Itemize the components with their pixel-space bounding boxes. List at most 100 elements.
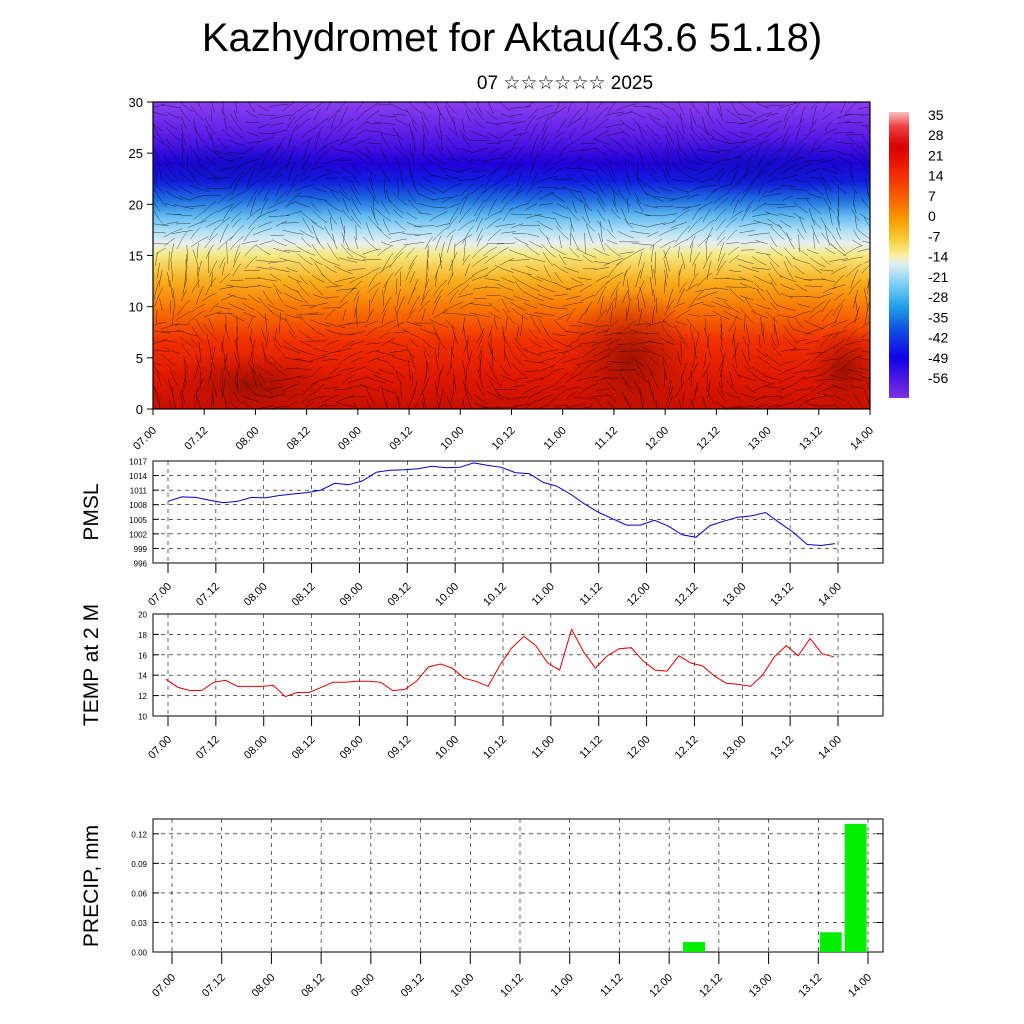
streamline xyxy=(665,125,674,144)
streamline xyxy=(410,271,416,283)
streamline xyxy=(704,327,710,342)
streamline xyxy=(536,394,553,402)
streamline xyxy=(195,353,201,370)
colorbar-label: 21 xyxy=(928,147,944,163)
y-tick-label: 15 xyxy=(129,249,143,264)
y-tick-label: 25 xyxy=(129,146,143,161)
streamline xyxy=(437,108,446,121)
streamline xyxy=(192,249,199,270)
streamline xyxy=(322,139,339,148)
streamline xyxy=(159,298,163,311)
streamline xyxy=(727,181,742,193)
streamline xyxy=(219,165,235,172)
streamline xyxy=(180,380,188,396)
streamline xyxy=(212,346,216,360)
streamline xyxy=(488,325,493,338)
streamline xyxy=(197,260,202,277)
streamline xyxy=(605,381,617,392)
streamline xyxy=(739,222,761,227)
streamline xyxy=(619,251,634,255)
streamline xyxy=(743,365,756,376)
streamline xyxy=(396,132,404,151)
streamline xyxy=(167,272,170,288)
streamline xyxy=(243,269,261,271)
streamline xyxy=(350,350,364,357)
streamline xyxy=(595,388,609,392)
streamline xyxy=(179,102,194,113)
streamline xyxy=(219,257,226,269)
streamline xyxy=(740,307,755,324)
streamline xyxy=(853,289,859,309)
streamline xyxy=(780,175,798,180)
streamline xyxy=(660,348,672,359)
y-tick-label: 10 xyxy=(138,713,147,722)
streamline xyxy=(794,329,813,335)
streamline xyxy=(819,173,831,188)
streamline xyxy=(366,110,380,121)
streamline xyxy=(270,393,286,398)
streamline xyxy=(191,279,201,294)
streamline xyxy=(791,102,801,114)
streamline xyxy=(432,295,441,316)
streamline xyxy=(819,180,834,193)
streamline xyxy=(700,133,716,150)
streamline xyxy=(235,102,238,113)
streamline xyxy=(805,395,827,402)
x-tick-label: 08.12 xyxy=(290,581,318,609)
streamline xyxy=(364,320,378,327)
streamline xyxy=(597,209,606,222)
streamline xyxy=(553,178,572,181)
streamline xyxy=(355,152,369,165)
streamline xyxy=(741,349,751,370)
streamline xyxy=(726,165,741,177)
streamline xyxy=(836,155,852,164)
streamline xyxy=(370,205,379,226)
x-tick-label: 10.12 xyxy=(481,734,509,762)
streamline xyxy=(809,301,825,314)
streamline xyxy=(698,148,721,153)
streamline xyxy=(754,283,765,292)
streamline xyxy=(726,229,738,241)
streamline xyxy=(326,102,332,111)
streamline xyxy=(500,277,515,284)
streamline xyxy=(230,201,243,212)
streamline xyxy=(633,171,647,187)
streamline xyxy=(324,322,346,329)
streamline xyxy=(258,383,273,394)
streamline xyxy=(242,162,259,178)
streamline xyxy=(687,194,700,199)
streamline xyxy=(754,403,769,409)
streamline xyxy=(768,186,783,193)
streamline xyxy=(269,354,283,368)
streamline xyxy=(556,226,569,240)
streamline xyxy=(365,154,376,165)
streamline xyxy=(582,255,594,263)
streamline xyxy=(626,279,630,300)
y-tick-label: 0.06 xyxy=(131,889,147,898)
streamline xyxy=(618,231,634,239)
streamline xyxy=(842,256,864,262)
x-tick-label: 12.12 xyxy=(695,425,723,453)
streamline xyxy=(275,289,284,304)
streamline xyxy=(366,186,380,205)
streamline xyxy=(555,102,562,112)
streamline xyxy=(595,157,607,167)
streamline xyxy=(830,320,848,328)
streamline xyxy=(524,360,546,364)
streamline xyxy=(336,395,354,403)
x-tick-label: 14.00 xyxy=(816,581,844,609)
streamline xyxy=(282,382,300,392)
streamline xyxy=(271,129,287,135)
streamline xyxy=(471,255,489,268)
streamline xyxy=(397,178,400,196)
streamline xyxy=(699,167,713,174)
streamline xyxy=(651,264,653,279)
streamline xyxy=(384,281,388,294)
streamline xyxy=(805,285,823,287)
colorbar xyxy=(889,112,909,398)
streamline xyxy=(786,318,795,332)
streamline xyxy=(822,309,834,322)
streamline xyxy=(641,398,645,409)
streamline xyxy=(751,267,771,270)
